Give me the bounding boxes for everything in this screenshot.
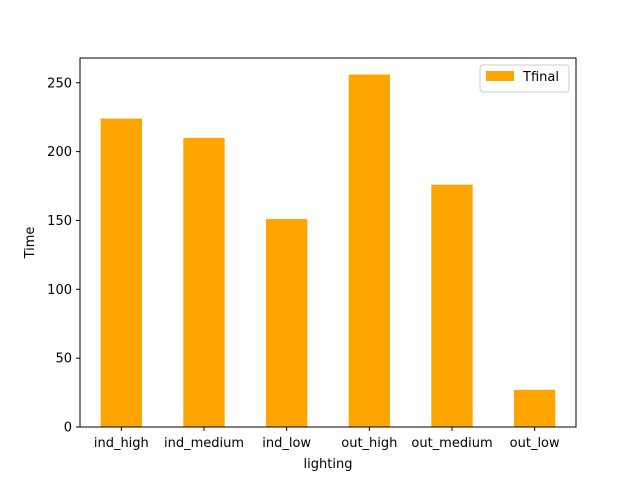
x-axis-title: lighting <box>304 457 353 472</box>
bar-ind-medium <box>183 137 225 428</box>
plot-area <box>80 58 576 427</box>
y-tick-label: 50 <box>55 352 72 367</box>
x-tick-label: ind_low <box>262 436 311 451</box>
bar-ind-high <box>100 118 142 427</box>
x-tick-label: ind_medium <box>164 436 244 451</box>
y-tick-label: 0 <box>64 421 72 436</box>
bar-out-high <box>348 74 390 428</box>
x-tick-label: ind_high <box>94 436 149 451</box>
bar-out-medium <box>431 184 473 427</box>
y-tick-label: 100 <box>47 283 72 298</box>
legend-swatch <box>486 71 514 81</box>
legend-label: Tfinal <box>522 70 559 85</box>
y-tick-label: 150 <box>47 214 72 229</box>
bar-out-low <box>514 389 556 427</box>
plot-frame <box>79 57 577 428</box>
bar-ind-low <box>266 219 308 427</box>
x-tick-label: out_medium <box>411 436 492 451</box>
bars-group <box>100 74 556 428</box>
x-tick-label: out_low <box>510 436 560 451</box>
y-tick-label: 250 <box>47 76 72 91</box>
legend: Tfinal <box>479 64 570 93</box>
x-tick-label: out_high <box>341 436 397 451</box>
y-tick-label: 200 <box>47 145 72 160</box>
y-axis-title: Time <box>23 227 38 260</box>
x-axis-ticks: ind_high ind_medium ind_low out_high out_med… <box>94 427 560 451</box>
y-axis-ticks: 0 50 100 150 200 250 <box>47 76 80 436</box>
